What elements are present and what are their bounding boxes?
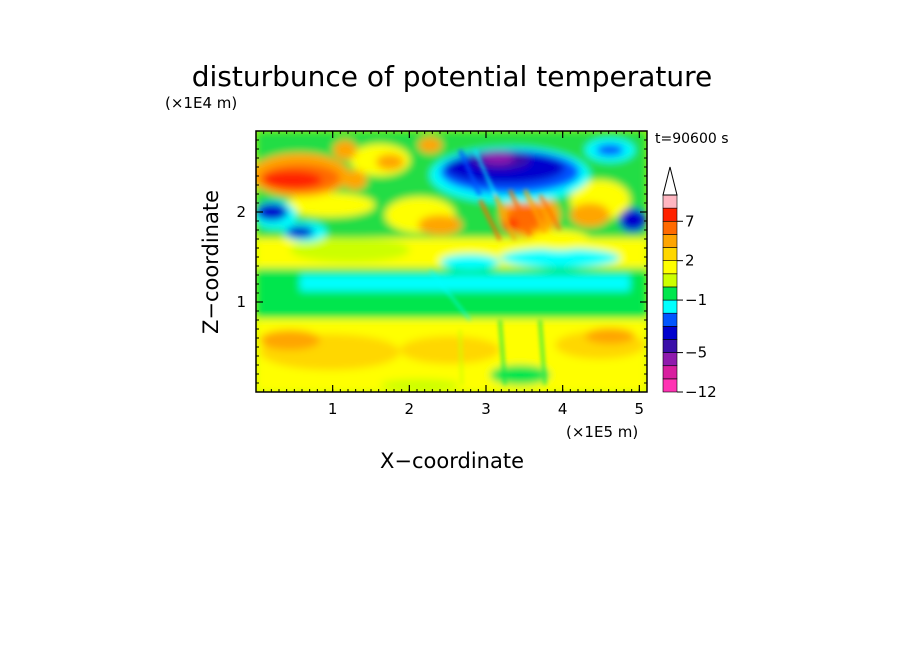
colorbar-segment xyxy=(662,247,678,261)
minor-ticks xyxy=(256,131,648,392)
colorbar-segment xyxy=(662,326,678,340)
field-contours xyxy=(256,131,647,392)
plot-area xyxy=(256,131,647,392)
colorbar-segment xyxy=(662,286,678,301)
colorbar-label: −12 xyxy=(685,383,717,401)
colorbar-segment xyxy=(662,273,678,288)
colorbar-segment xyxy=(662,234,678,248)
plot-frame xyxy=(255,130,648,393)
colorbar-label: −5 xyxy=(685,344,707,362)
colorbar-extend-arrow xyxy=(662,166,678,196)
x-tick-label: 1 xyxy=(328,400,338,418)
colorbar-segment xyxy=(662,260,678,275)
colorbar-segment xyxy=(662,299,678,314)
y-tick-label: 1 xyxy=(236,293,246,311)
y-axis-ticks: 12 xyxy=(236,203,647,311)
chart-title: disturbunce of potential temperature xyxy=(192,60,713,93)
field-wave-streaks xyxy=(429,149,562,386)
y-axis-unit: (×1E4 m) xyxy=(165,94,237,112)
time-label: t=90600 s xyxy=(655,131,729,147)
colorbar: 7 2 −1 −5 −12 xyxy=(662,166,717,401)
x-tick-label: 2 xyxy=(405,400,415,418)
x-axis-ticks: 1 2 3 4 5 xyxy=(328,131,644,418)
colorbar-label: −1 xyxy=(685,291,707,309)
colorbar-segment xyxy=(662,220,678,235)
colorbar-segment xyxy=(662,365,678,380)
colorbar-segment xyxy=(662,194,678,209)
x-tick-label: 3 xyxy=(481,400,491,418)
colorbar-segment xyxy=(662,339,678,353)
colorbar-segment xyxy=(662,207,678,222)
colorbar-segment xyxy=(662,352,678,367)
x-tick-label: 5 xyxy=(635,400,645,418)
x-tick-label: 4 xyxy=(558,400,568,418)
colorbar-label: 7 xyxy=(685,212,695,230)
y-axis-label: Z−coordinate xyxy=(199,190,223,334)
colorbar-segment xyxy=(662,312,678,327)
x-axis-label: X−coordinate xyxy=(380,449,524,473)
colorbar-label: 2 xyxy=(685,252,695,270)
y-tick-label: 2 xyxy=(236,203,246,221)
colorbar-segment xyxy=(662,378,678,393)
x-axis-unit: (×1E5 m) xyxy=(566,423,638,441)
